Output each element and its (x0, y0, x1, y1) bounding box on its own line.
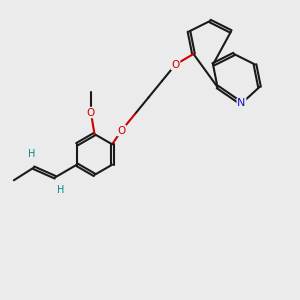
Text: H: H (28, 149, 36, 159)
Text: H: H (57, 185, 64, 195)
Text: O: O (171, 59, 180, 70)
Text: O: O (87, 107, 95, 118)
Text: N: N (237, 98, 246, 109)
Text: O: O (117, 125, 126, 136)
